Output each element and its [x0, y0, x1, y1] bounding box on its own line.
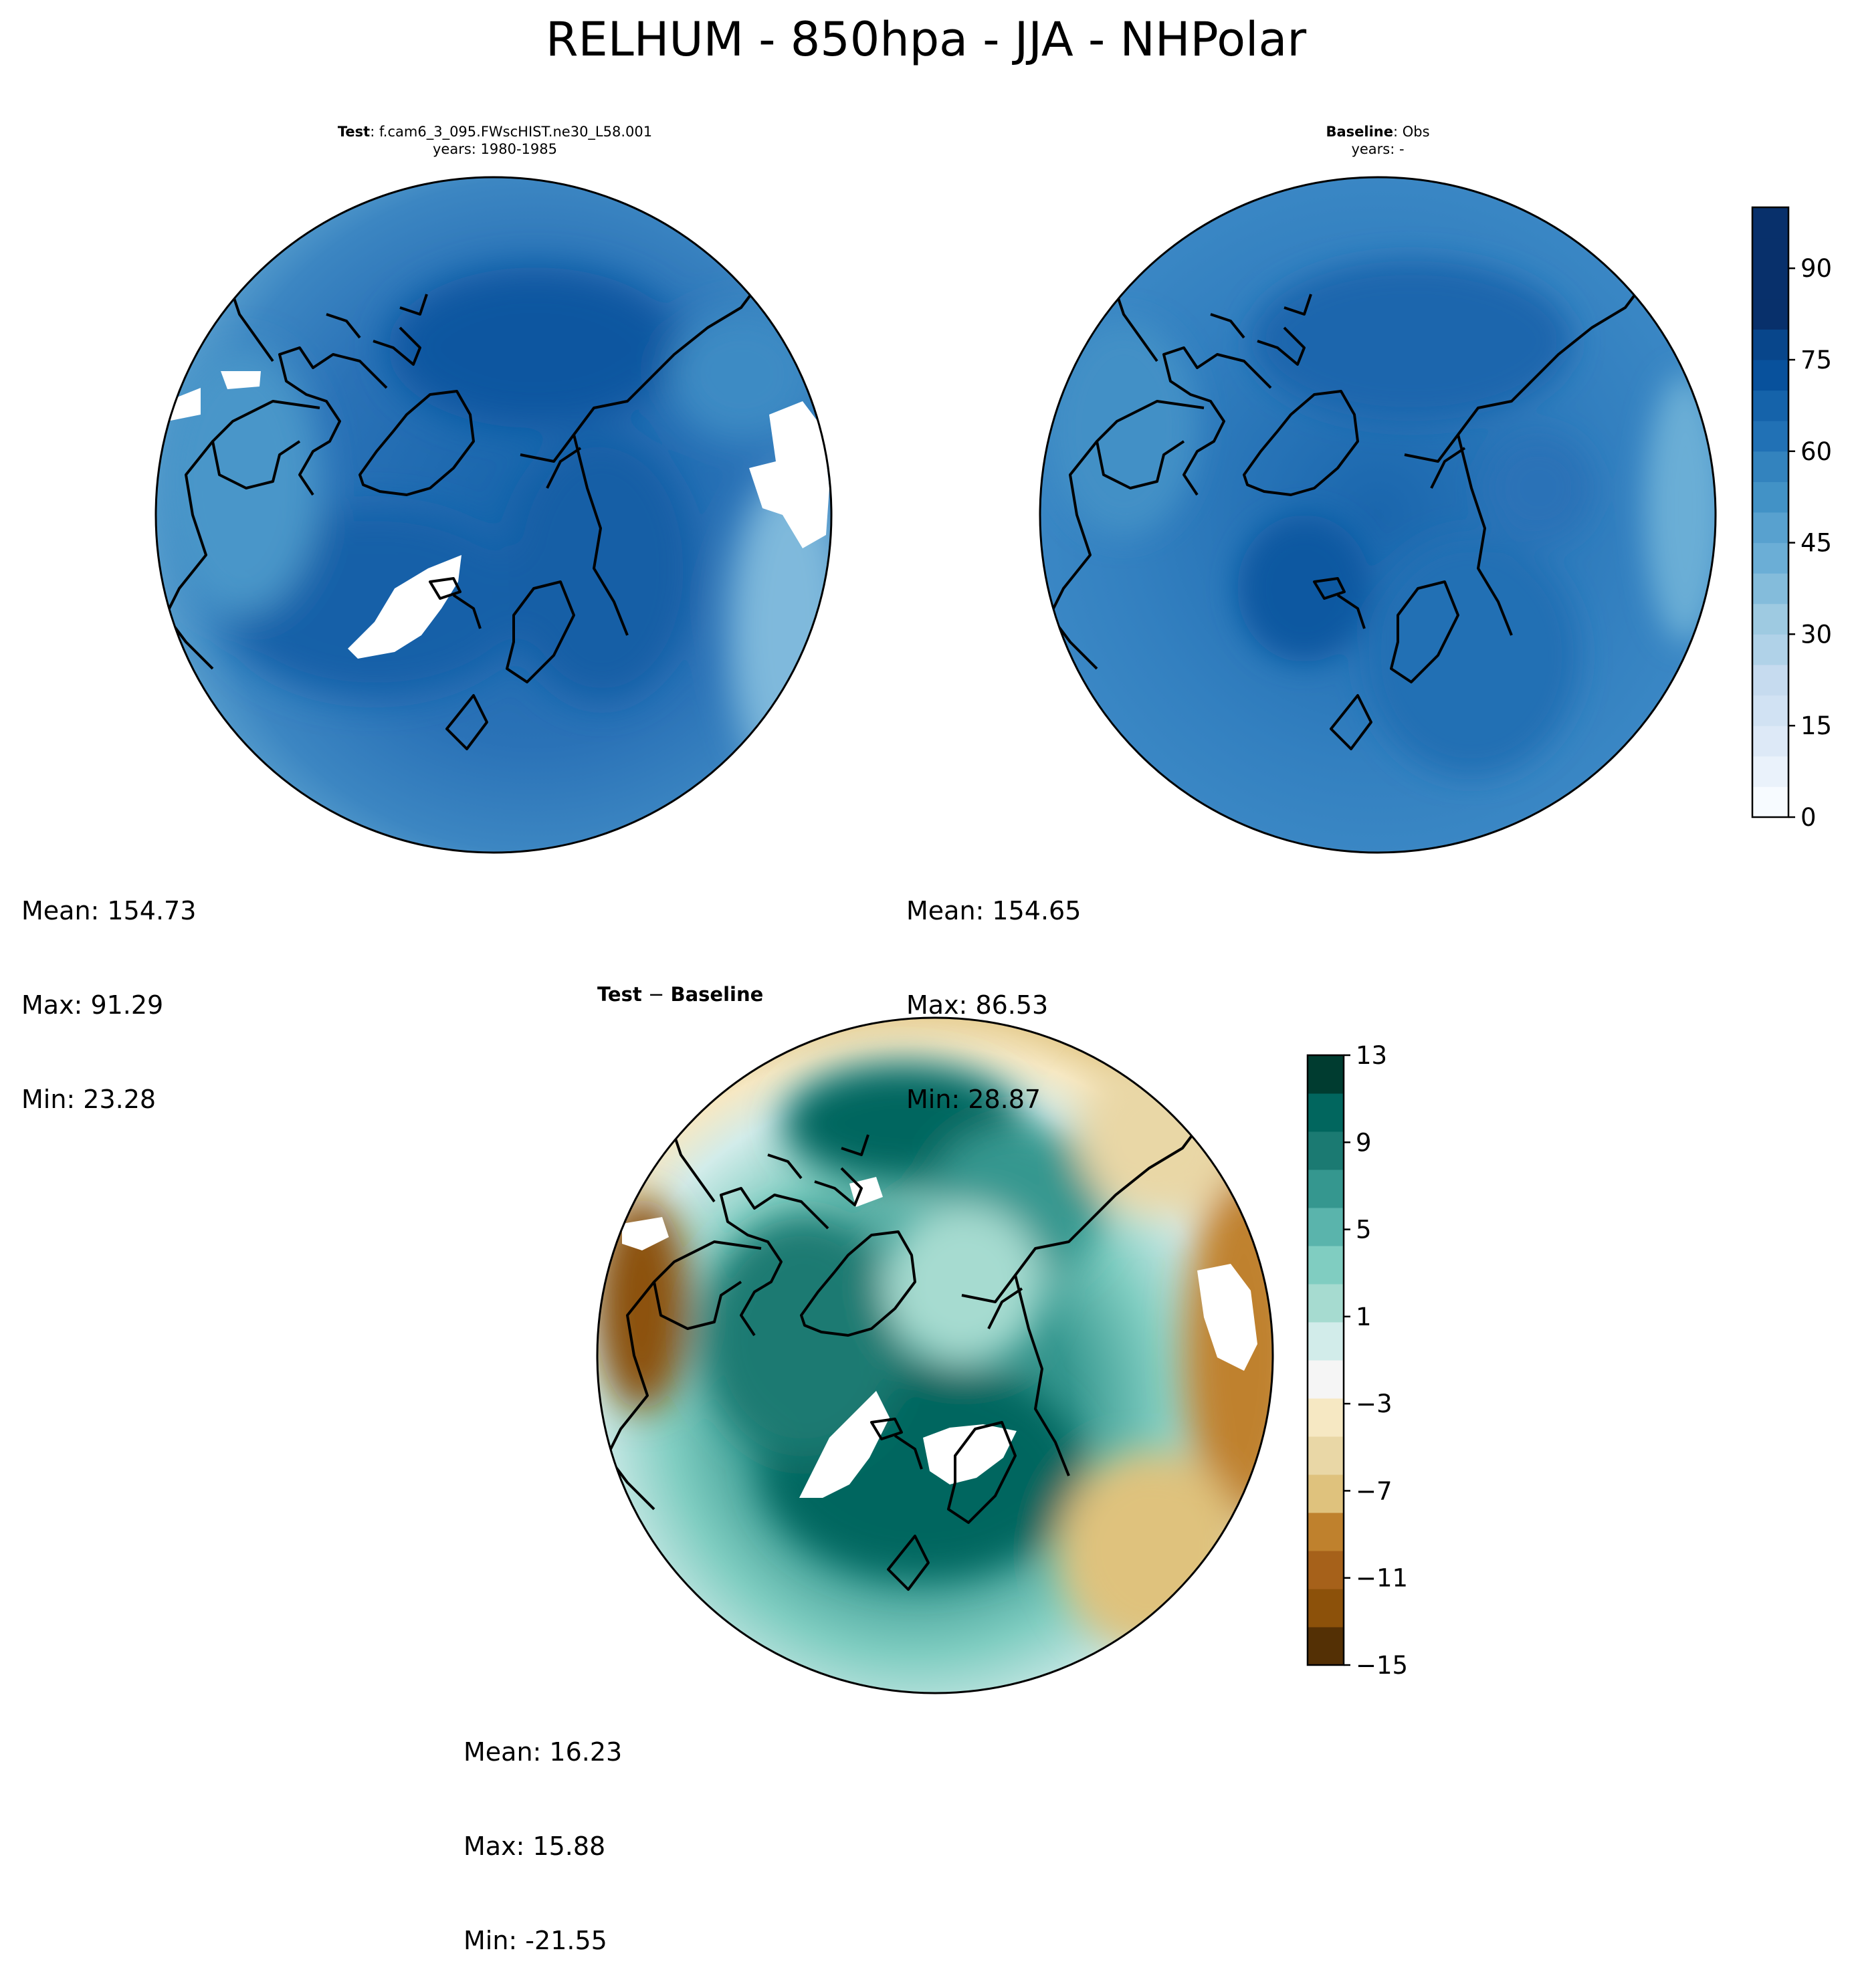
field-colorbar-tick-label: 90	[1800, 254, 1832, 283]
field-colorbar-tick-label: 45	[1800, 529, 1832, 558]
field-colorbar-segment	[1752, 542, 1788, 574]
difference-colorbar-tick-label: −7	[1356, 1476, 1393, 1505]
field-colorbar-segment	[1752, 634, 1788, 665]
field-colorbar-tick-label: 0	[1800, 803, 1817, 832]
test-max: Max: 91.29	[21, 990, 164, 1020]
field-colorbar-segment	[1752, 786, 1788, 818]
difference-colorbar-tick-label: −3	[1356, 1390, 1393, 1418]
difference-colorbar-segment	[1308, 1208, 1344, 1246]
field-colorbar-tick-label: 60	[1800, 437, 1832, 466]
difference-colorbar-segment	[1308, 1284, 1344, 1323]
difference-colorbar-segment	[1308, 1551, 1344, 1589]
difference-colorbar-segment	[1308, 1398, 1344, 1437]
difference-colorbar-tick-label: −15	[1356, 1651, 1408, 1680]
difference-colorbar-segment	[1308, 1436, 1344, 1475]
field-colorbar-segment	[1752, 512, 1788, 544]
field-colorbar-tick-label: 30	[1800, 620, 1832, 649]
figure-title: RELHUM - 850hpa - JJA - NHPolar	[545, 12, 1307, 67]
difference-colorbar-frame	[1306, 1054, 1345, 1666]
field-colorbar-segment	[1752, 481, 1788, 513]
difference-colorbar-tick-label: 13	[1356, 1041, 1387, 1070]
test-map	[155, 176, 833, 854]
field-colorbar-segment	[1752, 451, 1788, 482]
field-colorbar-frame	[1751, 206, 1790, 818]
field-colorbar-segment	[1752, 268, 1788, 300]
difference-colorbar-segment	[1308, 1170, 1344, 1208]
test-label-case: : f.cam6_3_095.FWscHIST.ne30_L58.001	[370, 124, 653, 140]
field-colorbar-segment	[1752, 726, 1788, 757]
baseline-label-bold: Baseline	[1326, 124, 1393, 140]
field-colorbar-segment	[1752, 603, 1788, 635]
field-colorbar: 0 15 30 45 60 75 90	[1751, 206, 1832, 832]
field-colorbar-segment	[1752, 695, 1788, 726]
difference-colorbar-tick-label: −11	[1356, 1564, 1408, 1593]
field-colorbar-segment	[1752, 237, 1788, 269]
difference-colorbar-tick-label: 1	[1356, 1303, 1372, 1331]
difference-colorbar-segment	[1308, 1360, 1344, 1399]
difference-colorbar-tick-label: 5	[1356, 1216, 1372, 1244]
field-colorbar-segment	[1752, 573, 1788, 604]
difference-colorbar-segment	[1308, 1322, 1344, 1361]
baseline-label: Baseline: Obs	[1170, 123, 1585, 140]
field-colorbar-tick-label: 15	[1800, 711, 1832, 740]
field-colorbar-segment	[1752, 421, 1788, 452]
difference-colorbar-segment	[1308, 1131, 1344, 1170]
test-stats: Mean: 154.73 Max: 91.29 Min: 23.28	[21, 833, 196, 1147]
difference-colorbar-segment	[1308, 1589, 1344, 1628]
difference-min: Min: -21.55	[464, 1926, 607, 1955]
difference-colorbar-segment	[1308, 1513, 1344, 1551]
baseline-years: years: -	[1351, 141, 1405, 157]
field-colorbar-segment	[1752, 390, 1788, 421]
difference-label-operator: −	[641, 983, 671, 1006]
test-min: Min: 23.28	[21, 1085, 157, 1114]
difference-colorbar-tick-label: 9	[1356, 1128, 1372, 1157]
baseline-min: Min: 28.87	[906, 1085, 1041, 1114]
difference-colorbar: −15 −11 −7 −3 1 5 9 13	[1306, 1041, 1408, 1680]
difference-colorbar-segment	[1308, 1627, 1344, 1666]
difference-mean: Mean: 16.23	[464, 1737, 623, 1767]
field-colorbar-segment	[1752, 298, 1788, 330]
difference-colorbar-segment	[1308, 1055, 1344, 1094]
difference-map	[596, 1016, 1274, 1694]
field-colorbar-segment	[1752, 207, 1788, 239]
difference-max: Max: 15.88	[464, 1832, 606, 1861]
test-years: years: 1980-1985	[432, 141, 557, 157]
difference-label-test: Test	[597, 983, 642, 1006]
test-mean: Mean: 154.73	[21, 896, 197, 925]
field-colorbar-segment	[1752, 756, 1788, 787]
baseline-map	[1039, 176, 1717, 854]
field-colorbar-tick-label: 75	[1800, 346, 1832, 374]
field-colorbar-segment	[1752, 665, 1788, 696]
test-label-bold: Test	[337, 124, 371, 140]
test-panel-title: Test: f.cam6_3_095.FWscHIST.ne30_L58.001…	[288, 123, 702, 158]
field-colorbar-segment	[1752, 329, 1788, 360]
baseline-max: Max: 86.53	[906, 990, 1049, 1020]
baseline-mean: Mean: 154.65	[906, 896, 1082, 925]
test-label: Test: f.cam6_3_095.FWscHIST.ne30_L58.001	[288, 123, 702, 140]
baseline-label-case: : Obs	[1393, 124, 1430, 140]
difference-colorbar-segment	[1308, 1474, 1344, 1513]
difference-colorbar-segment	[1308, 1246, 1344, 1285]
difference-panel-title: Test − Baseline	[597, 983, 763, 1006]
difference-stats: Mean: 16.23 Max: 15.88 Min: -21.55	[464, 1674, 622, 1988]
field-colorbar-segment	[1752, 360, 1788, 391]
difference-colorbar-segment	[1308, 1093, 1344, 1132]
difference-label-baseline: Baseline	[670, 983, 764, 1006]
baseline-panel-title: Baseline: Obs years: -	[1170, 123, 1585, 158]
baseline-stats: Mean: 154.65 Max: 86.53 Min: 28.87	[906, 833, 1081, 1147]
